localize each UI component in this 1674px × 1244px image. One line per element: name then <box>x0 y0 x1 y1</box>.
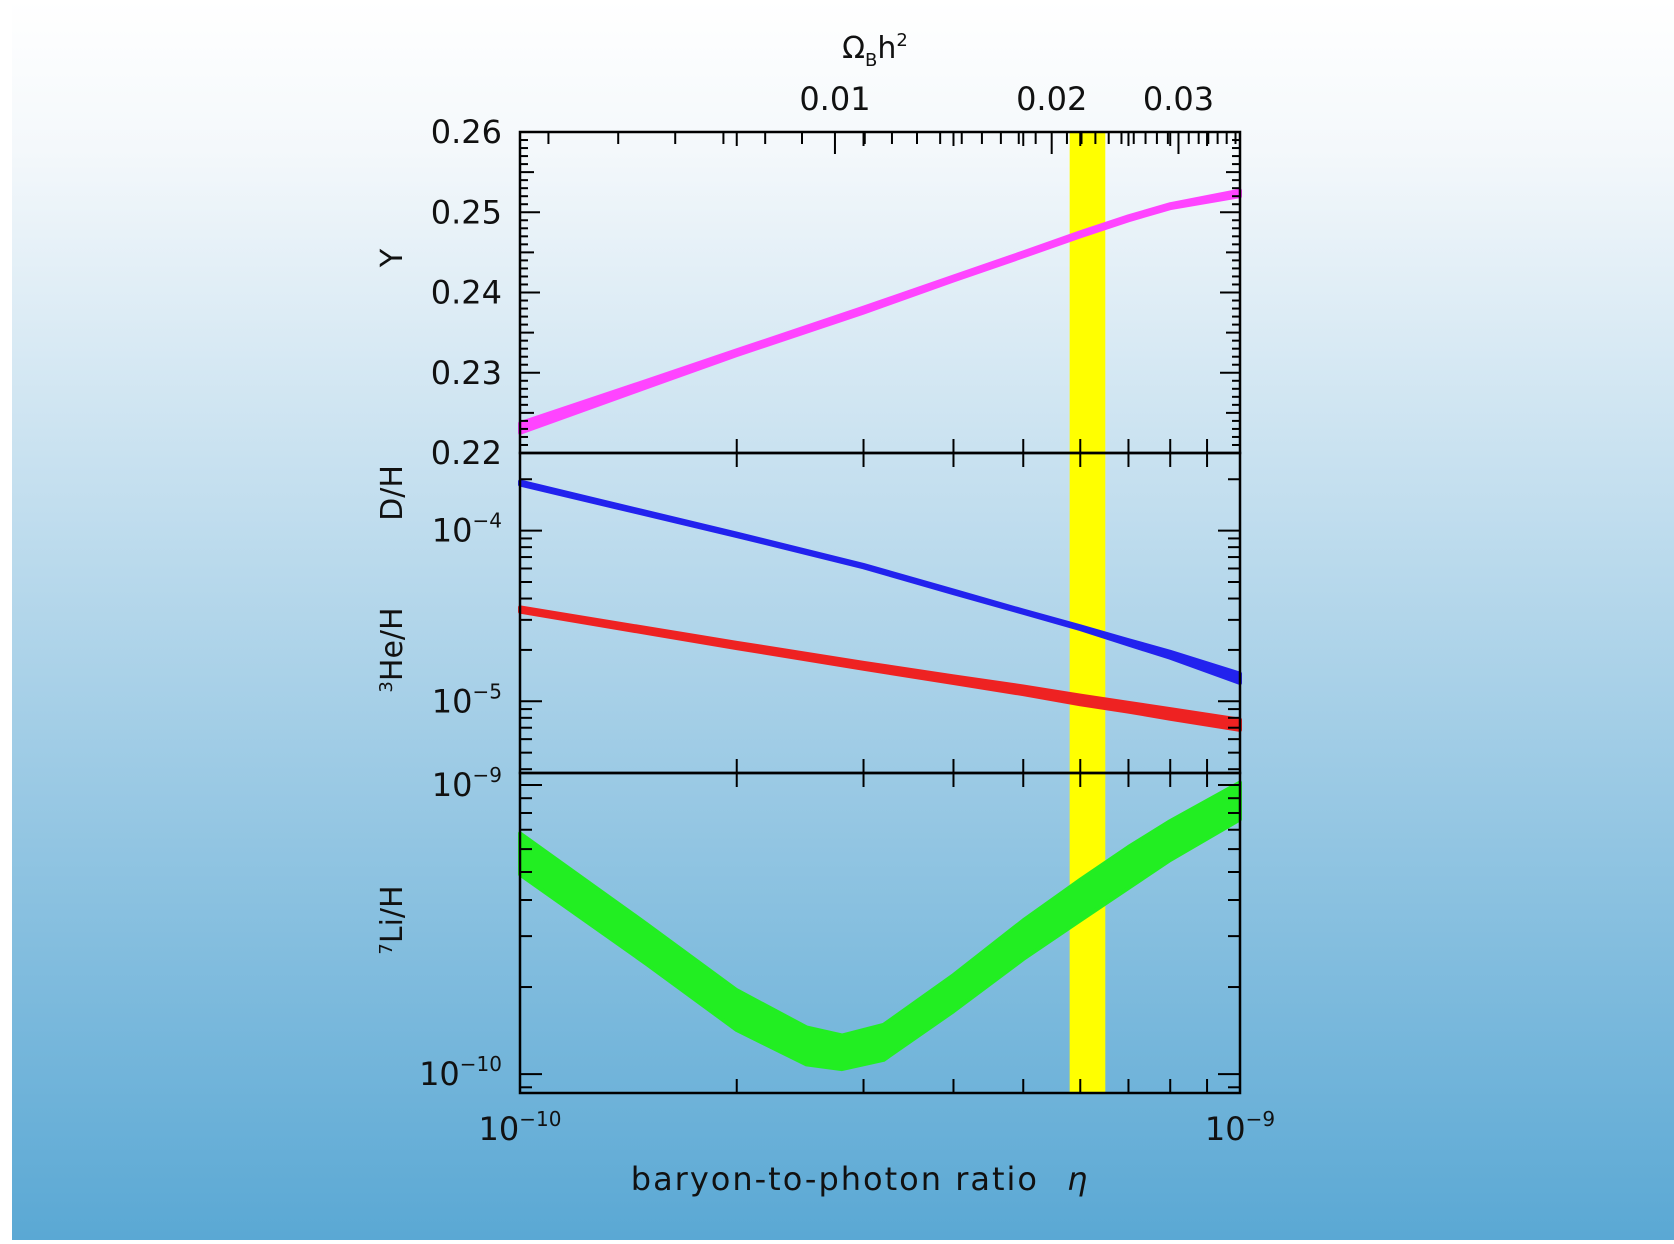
y-tick-label-0-1: 0.25 <box>431 193 502 231</box>
top-tick-label-1: 0.02 <box>1016 80 1087 118</box>
ylabel-helium3: 3He/H <box>375 607 410 692</box>
y-tick-label-1-1: 10−5 <box>432 679 502 720</box>
y-tick-label-0-4: 0.22 <box>431 434 502 472</box>
y-tick-label-1-0: 10−4 <box>432 509 502 550</box>
top-tick-label-2: 0.03 <box>1143 80 1214 118</box>
chart-marks: 0.26 0.25 0.24 0.23 0.22 10−4 10−5 10−9 10−10 0.0… <box>419 80 1275 1148</box>
ylabel-deuterium: D/H <box>375 465 410 521</box>
y-tick-label-0-2: 0.24 <box>431 274 502 312</box>
highlight-band <box>1069 132 1106 1093</box>
x-axis-label: baryon-to-photon ratio η <box>631 1160 1090 1198</box>
ylabel-lithium7: 7Li/H <box>375 885 410 954</box>
y-tick-label-0-3: 0.23 <box>431 354 502 392</box>
top-tick-label-0: 0.01 <box>799 80 870 118</box>
y-tick-label-0-0: 0.26 <box>431 113 502 151</box>
ylabel-helium: Y <box>375 248 410 268</box>
panel-frame-2 <box>518 771 1242 1095</box>
x-tick-label-0: 10−10 <box>479 1107 562 1148</box>
top-axis-label: ΩBh2 <box>842 30 908 71</box>
y-tick-label-2-0: 10−9 <box>432 763 502 804</box>
y-tick-label-2-1: 10−10 <box>419 1052 502 1093</box>
x-tick-label-1: 10−9 <box>1205 1107 1275 1148</box>
